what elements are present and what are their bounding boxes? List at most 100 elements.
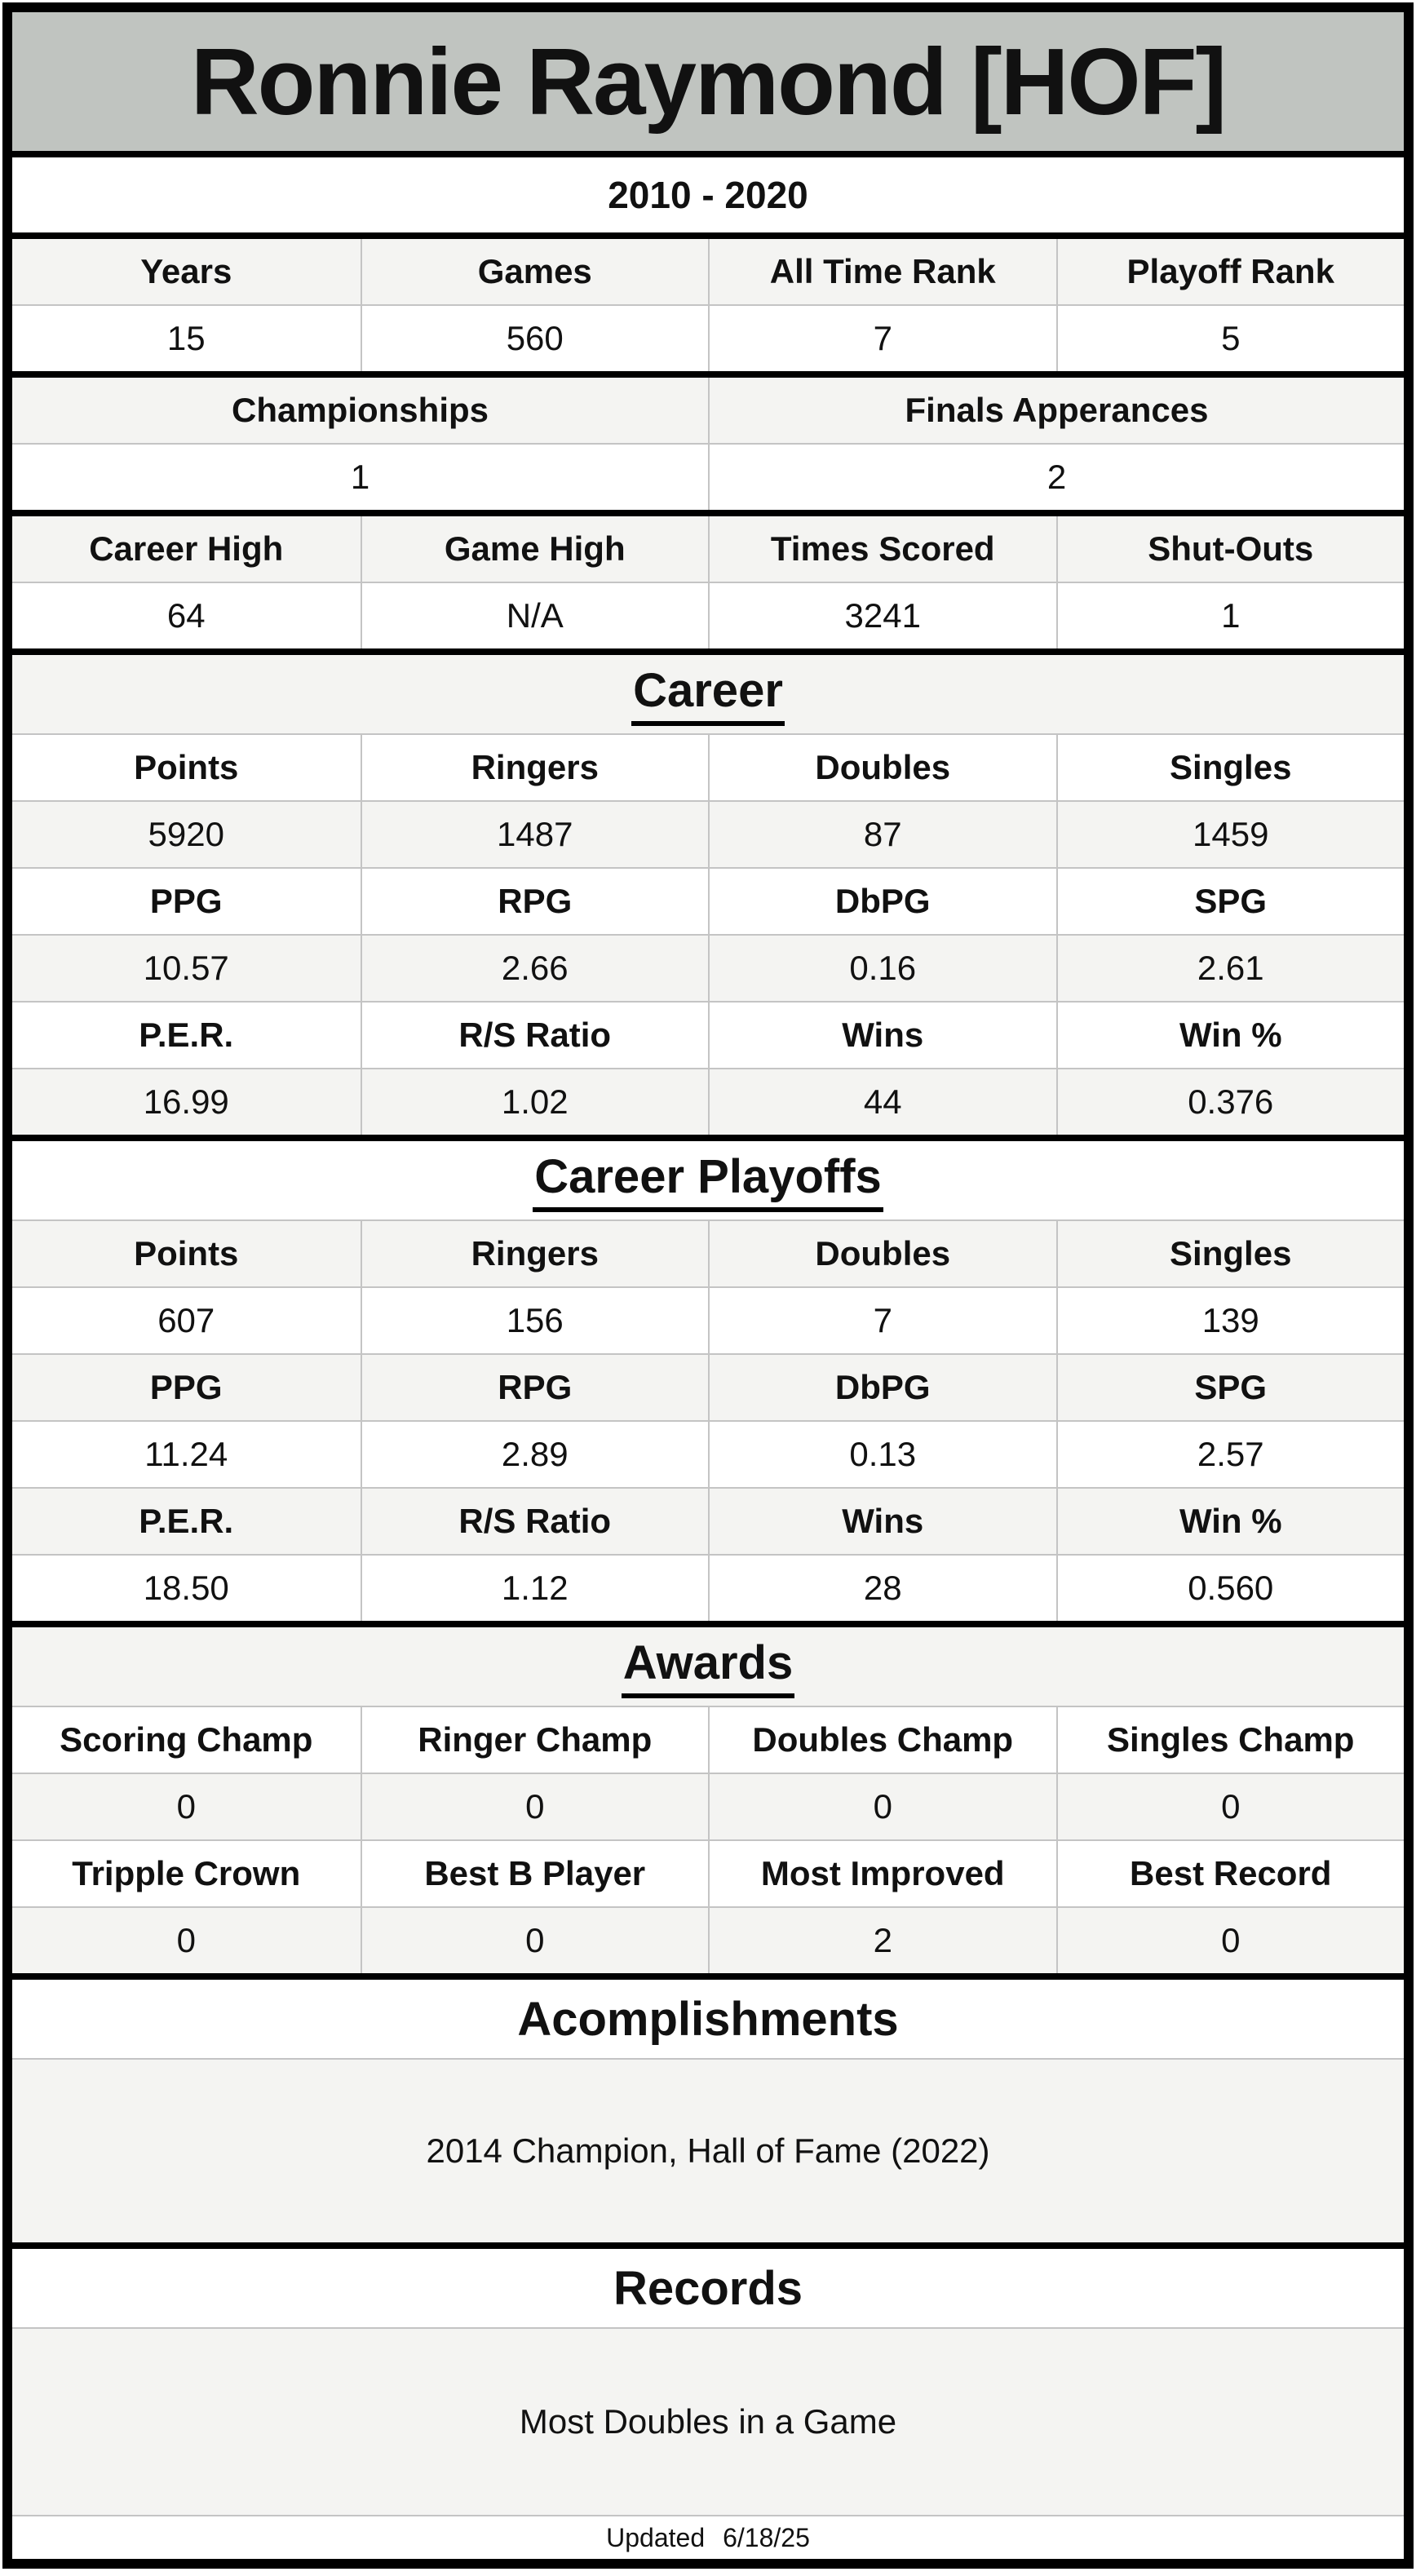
overview-header-row: Years Games All Time Rank Playoff Rank	[12, 239, 1404, 304]
stat-label: PPG	[149, 882, 223, 920]
row-divider	[12, 2515, 1404, 2516]
section-title-accomplishments: Acomplishments	[12, 1980, 1404, 2058]
records-title-text: Records	[613, 2261, 803, 2315]
stat-value: 2.66	[360, 936, 709, 1001]
stat-value: 5920	[148, 815, 224, 853]
section-title-awards: Awards	[12, 1627, 1404, 1706]
row-divider	[12, 1773, 1404, 1774]
section-divider	[12, 2242, 1404, 2249]
stat-value: 0	[1055, 1774, 1405, 1839]
stat-value: 28	[708, 1556, 1056, 1621]
stat-value: 2	[708, 1908, 1056, 1973]
stat-value: 16.99	[143, 1082, 229, 1121]
career-value-row: 16.99 1.02 44 0.376	[12, 1069, 1404, 1135]
stat-label: Doubles	[708, 735, 1056, 800]
updated-date: 6/18/25	[723, 2522, 810, 2552]
stat-value: 15	[166, 319, 206, 357]
playoffs-value-row: 11.24 2.89 0.13 2.57	[12, 1422, 1404, 1487]
accomplishments-content: 2014 Champion, Hall of Fame (2022)	[12, 2060, 1404, 2242]
stat-value: 1487	[360, 802, 709, 867]
stat-label: Best Record	[1055, 1841, 1405, 1906]
row-divider	[12, 1001, 1404, 1003]
records-content: Most Doubles in a Game	[12, 2329, 1404, 2515]
career-header-row: Points Ringers Doubles Singles	[12, 735, 1404, 800]
stat-value: 0	[360, 1774, 709, 1839]
row-divider	[12, 443, 1404, 445]
playoffs-value-row: 607 156 7 139	[12, 1288, 1404, 1353]
updated-label: Updated	[606, 2522, 706, 2552]
awards-header-row: Tripple Crown Best B Player Most Improve…	[12, 1841, 1404, 1906]
stat-value: 156	[360, 1288, 709, 1353]
section-divider	[12, 232, 1404, 239]
awards-value-row: 0 0 0 0	[12, 1774, 1404, 1839]
row-divider	[12, 1068, 1404, 1069]
seasons-range: 2010 - 2020	[608, 174, 808, 216]
row-divider	[12, 1420, 1404, 1422]
stat-label: SPG	[1055, 869, 1405, 934]
updated-row: Updated 6/18/25	[12, 2516, 1404, 2559]
stat-value: 87	[708, 802, 1056, 867]
accomplishments-text: 2014 Champion, Hall of Fame (2022)	[426, 2131, 990, 2170]
stat-label: Years	[140, 252, 232, 290]
career-title-text: Career	[631, 663, 785, 726]
stat-label: RPG	[360, 1355, 709, 1420]
row-divider	[12, 1219, 1404, 1221]
row-divider	[12, 1554, 1404, 1556]
stat-value: 1	[1055, 583, 1405, 648]
stat-label: Win %	[1055, 1003, 1405, 1068]
stat-label: Career High	[89, 529, 284, 568]
row-divider	[12, 867, 1404, 869]
awards-title-text: Awards	[621, 1635, 795, 1698]
section-divider	[12, 371, 1404, 378]
stat-value: 1.02	[360, 1069, 709, 1135]
stat-value: 18.50	[143, 1569, 229, 1607]
section-divider	[12, 1135, 1404, 1141]
stat-label: Singles Champ	[1055, 1707, 1405, 1773]
stat-value: N/A	[360, 583, 709, 648]
stat-label: Games	[360, 239, 709, 304]
stat-label: Singles	[1055, 735, 1405, 800]
career-value-row: 10.57 2.66 0.16 2.61	[12, 936, 1404, 1001]
stat-value: 607	[157, 1301, 215, 1339]
stat-label: Finals Apperances	[708, 378, 1404, 443]
stat-value: 10.57	[143, 949, 229, 987]
row-divider	[12, 1906, 1404, 1908]
stat-label: Championships	[231, 391, 489, 429]
stat-value: 7	[708, 1288, 1056, 1353]
section-title-playoffs: Career Playoffs	[12, 1141, 1404, 1219]
highs-header-row: Career High Game High Times Scored Shut-…	[12, 516, 1404, 582]
stat-label: Ringer Champ	[360, 1707, 709, 1773]
row-divider	[12, 2327, 1404, 2329]
stat-label: DbPG	[708, 1355, 1056, 1420]
stat-label: P.E.R.	[139, 1502, 234, 1540]
stat-value: 0.560	[1055, 1556, 1405, 1621]
stat-label: Shut-Outs	[1055, 516, 1405, 582]
row-divider	[12, 1839, 1404, 1841]
stat-value: 0	[708, 1774, 1056, 1839]
stat-value: 1	[350, 458, 370, 496]
stat-label: R/S Ratio	[360, 1489, 709, 1554]
stat-value: 7	[708, 306, 1056, 371]
stat-label: Ringers	[360, 735, 709, 800]
row-divider	[12, 2058, 1404, 2060]
stat-label: Game High	[360, 516, 709, 582]
career-header-row: P.E.R. R/S Ratio Wins Win %	[12, 1003, 1404, 1068]
row-divider	[12, 1706, 1404, 1707]
awards-value-row: 0 0 2 0	[12, 1908, 1404, 1973]
seasons-row: 2010 - 2020	[12, 157, 1404, 232]
player-name-title: Ronnie Raymond [HOF]	[190, 29, 1227, 135]
career-value-row: 5920 1487 87 1459	[12, 802, 1404, 867]
stat-value: 0.13	[708, 1422, 1056, 1487]
stat-label: Singles	[1055, 1221, 1405, 1286]
stat-value: 64	[166, 596, 206, 635]
section-title-records: Records	[12, 2249, 1404, 2327]
section-title-career: Career	[12, 655, 1404, 733]
stat-label: Wins	[708, 1003, 1056, 1068]
section-divider	[12, 1973, 1404, 1980]
finals-header-row: Championships Finals Apperances	[12, 378, 1404, 443]
stat-value: 5	[1055, 306, 1405, 371]
playoffs-value-row: 18.50 1.12 28 0.560	[12, 1556, 1404, 1621]
row-divider	[12, 304, 1404, 306]
highs-value-row: 64 N/A 3241 1	[12, 583, 1404, 648]
row-divider	[12, 1286, 1404, 1288]
